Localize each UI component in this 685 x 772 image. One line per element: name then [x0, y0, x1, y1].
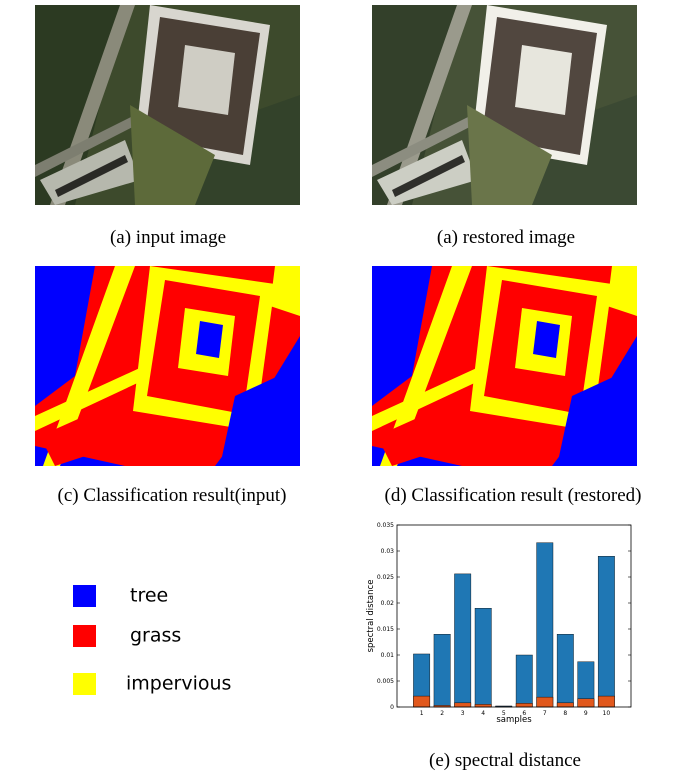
bar — [516, 655, 532, 707]
y-tick-label: 0.005 — [377, 678, 394, 685]
x-tick-label: 4 — [481, 710, 485, 717]
bar — [598, 556, 614, 707]
x-tick-label: 1 — [420, 710, 424, 717]
figure: (a) input image (a) restored image (c) C… — [0, 0, 685, 772]
x-tick-label: 2 — [440, 710, 444, 717]
legend-swatch — [73, 625, 96, 647]
y-tick-label: 0.025 — [377, 574, 394, 581]
restored-image — [372, 5, 637, 205]
bar — [578, 699, 594, 707]
y-tick-label: 0 — [390, 704, 394, 711]
x-tick-label: 3 — [461, 710, 465, 717]
x-tick-label: 9 — [584, 710, 588, 717]
y-tick-label: 0.035 — [377, 522, 394, 529]
y-tick-label: 0.01 — [381, 652, 395, 659]
legend: tree grass impervious — [73, 585, 231, 696]
legend-label: grass — [130, 625, 181, 647]
caption: (a) restored image — [437, 227, 575, 248]
bar — [454, 703, 470, 707]
bar — [516, 703, 532, 707]
legend-swatch — [73, 673, 96, 695]
bar — [454, 574, 470, 707]
y-tick-label: 0.015 — [377, 626, 394, 633]
legend-swatch — [73, 585, 96, 607]
bar — [434, 634, 450, 707]
x-tick-label: 7 — [543, 710, 547, 717]
legend-label: impervious — [126, 673, 231, 695]
y-tick-label: 0.02 — [381, 600, 395, 607]
input-image — [35, 5, 300, 205]
page: {"captions": ["(a) input image", "(a) re… — [0, 0, 685, 772]
y-axis-label: spectral distance — [366, 580, 376, 653]
y-tick-label: 0.03 — [381, 548, 395, 555]
bar — [557, 703, 573, 707]
classification-map-input — [35, 266, 300, 466]
bar — [537, 697, 553, 707]
bar — [557, 634, 573, 707]
bar — [598, 696, 614, 707]
bar — [537, 543, 553, 707]
caption: (e) spectral distance — [429, 750, 581, 771]
x-axis-label: samples — [496, 715, 532, 725]
bar — [413, 696, 429, 707]
caption: (a) input image — [110, 227, 226, 248]
caption: (c) Classification result(input) — [58, 485, 287, 506]
x-tick-label: 10 — [603, 710, 611, 717]
bar — [475, 608, 491, 707]
plot-frame — [397, 525, 631, 707]
legend-label: tree — [130, 585, 168, 607]
classification-map-restored — [372, 266, 637, 466]
x-tick-label: 8 — [563, 710, 567, 717]
caption: (d) Classification result (restored) — [385, 485, 642, 506]
